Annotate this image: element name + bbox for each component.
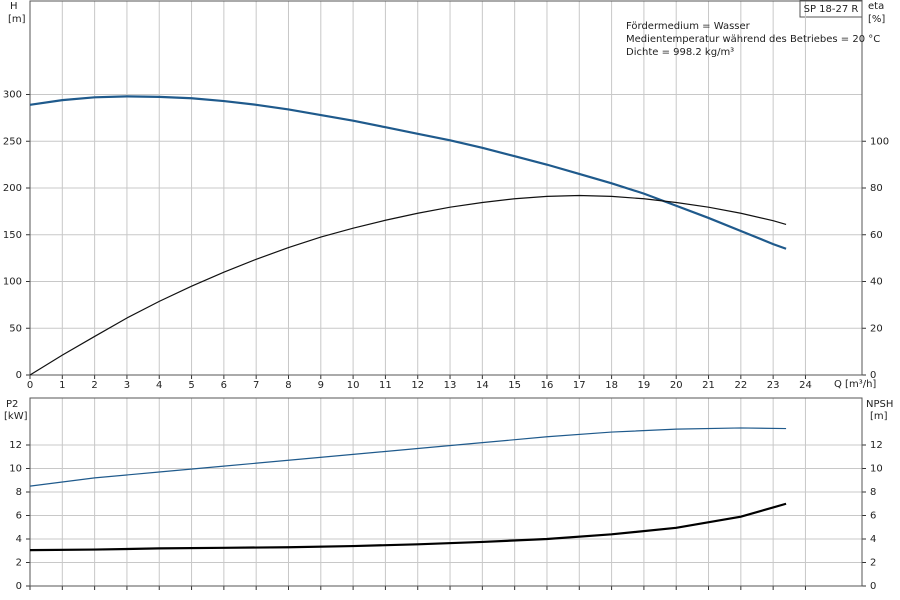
x-tick-label: 15	[508, 380, 521, 391]
y2-tick-label: 4	[870, 534, 876, 545]
y2-tick-label: 0	[870, 370, 876, 381]
y-axis-label: P2	[6, 399, 18, 410]
x-tick-label: 14	[476, 380, 489, 391]
x-tick-label: 7	[253, 380, 259, 391]
x-tick-label: 11	[379, 380, 392, 391]
y-tick-label: 50	[9, 323, 22, 334]
x-tick-label: 16	[541, 380, 554, 391]
y-tick-label: 10	[9, 464, 22, 475]
y-tick-label: 250	[3, 136, 22, 147]
x-tick-label: 22	[734, 380, 747, 391]
x-tick-label: 20	[670, 380, 683, 391]
y-axis-unit: [kW]	[4, 411, 28, 422]
y-tick-label: 2	[16, 558, 22, 569]
y2-axis-unit: [m]	[870, 411, 888, 422]
x-tick-label: 17	[573, 380, 586, 391]
y-tick-label: 4	[16, 534, 22, 545]
plot-frame	[29, 397, 863, 587]
y2-tick-label: 80	[870, 183, 883, 194]
y-tick-label: 300	[3, 90, 22, 101]
x-tick-label: 24	[799, 380, 812, 391]
curve	[29, 502, 787, 552]
y2-tick-label: 40	[870, 277, 883, 288]
y2-tick-label: 2	[870, 558, 876, 569]
y-tick-label: 6	[16, 511, 22, 522]
y-tick-label: 100	[3, 277, 22, 288]
y-tick-label: 0	[16, 581, 22, 592]
y2-tick-label: 8	[870, 487, 876, 498]
chart-title: SP 18-27 R	[804, 4, 859, 15]
y2-axis-label: NPSH	[866, 399, 893, 410]
x-tick-label: 12	[411, 380, 424, 391]
x-tick-label: 0	[27, 380, 33, 391]
y2-axis-label: eta	[868, 1, 884, 12]
x-tick-label: 8	[285, 380, 291, 391]
y2-tick-label: 12	[870, 440, 883, 451]
x-tick-label: 9	[318, 380, 324, 391]
curve	[29, 95, 787, 250]
y2-axis-unit: [%]	[868, 14, 885, 25]
annotation: Fördermedium = Wasser	[626, 21, 751, 32]
x-tick-label: 13	[444, 380, 457, 391]
x-tick-label: 21	[702, 380, 715, 391]
x-tick-label: 18	[605, 380, 618, 391]
y-axis-label: H	[10, 1, 18, 12]
y-tick-label: 0	[16, 370, 22, 381]
x-tick-label: 1	[59, 380, 65, 391]
x-tick-label: 4	[156, 380, 162, 391]
x-tick-label: 10	[347, 380, 360, 391]
y-tick-label: 150	[3, 230, 22, 241]
curve	[29, 194, 787, 376]
x-tick-label: 2	[91, 380, 97, 391]
x-tick-label: 23	[767, 380, 780, 391]
x-tick-label: 3	[124, 380, 130, 391]
y2-tick-label: 10	[870, 464, 883, 475]
x-tick-label: 19	[638, 380, 651, 391]
y-tick-label: 8	[16, 487, 22, 498]
x-axis-label: Q [m³/h]	[834, 379, 876, 390]
y2-tick-label: 100	[870, 136, 889, 147]
curve	[29, 427, 787, 487]
y2-tick-label: 60	[870, 230, 883, 241]
y2-tick-label: 0	[870, 581, 876, 592]
y2-tick-label: 6	[870, 511, 876, 522]
y-axis-unit: [m]	[8, 14, 26, 25]
y-tick-label: 200	[3, 183, 22, 194]
x-tick-label: 5	[188, 380, 194, 391]
y-tick-label: 12	[9, 440, 22, 451]
y2-tick-label: 20	[870, 323, 883, 334]
annotation: Medientemperatur während des Betriebes =…	[626, 34, 880, 45]
annotation: Dichte = 998.2 kg/m³	[626, 47, 734, 58]
x-tick-label: 6	[221, 380, 227, 391]
plot-frame	[29, 0, 863, 376]
